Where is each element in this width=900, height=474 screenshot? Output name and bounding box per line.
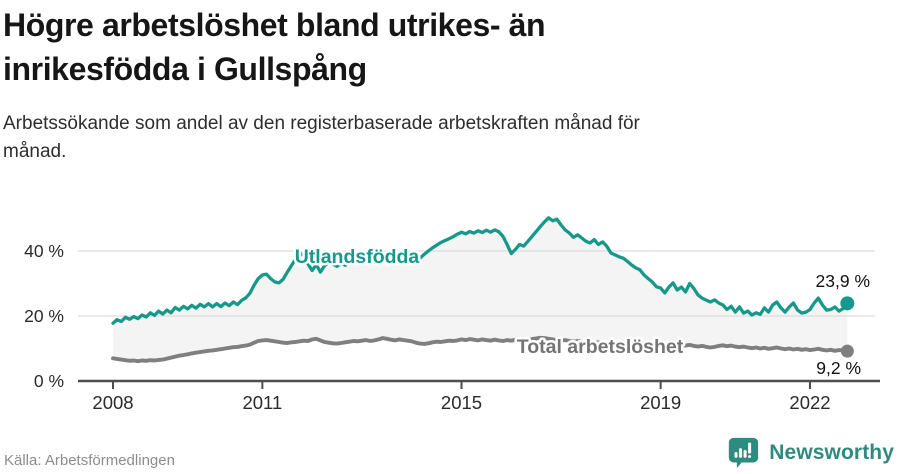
utlandsfodda-line [111, 216, 849, 325]
bar-2 [739, 448, 743, 458]
x-tick-label-2008: 2008 [92, 392, 133, 413]
exclamation-dot [748, 455, 752, 458]
utlandsfodda-end-value: 23,9 % [816, 271, 870, 291]
utlandsfodda-end-dot [840, 296, 855, 311]
x-tick-label-2015: 2015 [441, 392, 482, 413]
total-label: Total arbetslöshet [517, 336, 684, 358]
utlandsfodda-label: Utlandsfödda [295, 246, 420, 268]
x-tick-label-2022: 2022 [789, 392, 830, 413]
subtitle-line-1: Arbetssökande som andel av den registerb… [3, 113, 640, 134]
bar-3 [743, 450, 747, 458]
chart-canvas: 0 % 20 % 40 % 2008 2011 2015 2019 2022 Utlandsfö… [24, 216, 880, 413]
exclamation-bar [748, 442, 752, 454]
total-end-value: 9,2 % [816, 358, 861, 378]
total-end-dot [840, 344, 854, 358]
newsworthy-icon [729, 437, 759, 469]
total-line [111, 335, 850, 364]
chart-subtitle: Arbetssökande som andel av den registerb… [3, 110, 873, 166]
speech-bubble-shape [729, 437, 759, 469]
x-tick-label-2019: 2019 [640, 392, 681, 413]
page-title: Högre arbetslöshet bland utrikes- än inr… [3, 3, 863, 91]
y-tick-label-0: 0 % [34, 371, 64, 391]
newsworthy-wordmark: Newsworthy [769, 441, 894, 464]
title-line-2: inrikesfödda i Gullspång [3, 51, 367, 87]
title-line-1: Högre arbetslöshet bland utrikes- än [3, 7, 546, 43]
y-tick-label-20: 20 % [24, 306, 64, 326]
x-tick-label-2011: 2011 [242, 392, 282, 413]
subtitle-line-2: månad. [3, 141, 67, 162]
y-tick-label-40: 40 % [24, 241, 64, 261]
bar-1 [734, 452, 738, 458]
line-chart: 0 % 20 % 40 % 2008 2011 2015 2019 2022 Utlandsfö… [0, 188, 900, 432]
source-text: Källa: Arbetsförmedlingen [4, 452, 175, 469]
band-fill [113, 217, 848, 362]
newsworthy-logo[interactable]: Newsworthy [726, 436, 894, 470]
